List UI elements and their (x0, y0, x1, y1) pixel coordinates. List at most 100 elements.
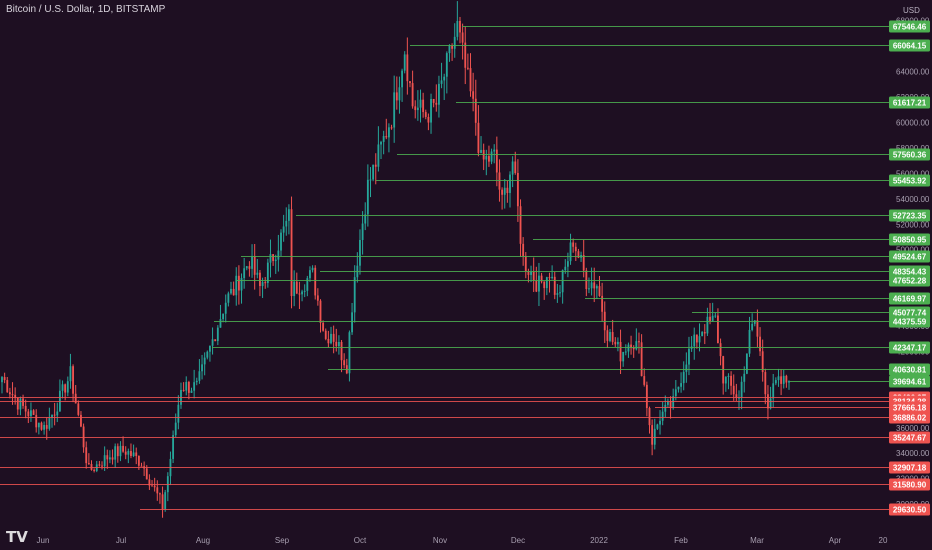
y-tick-label: 64000.00 (896, 68, 930, 77)
candle-body (369, 179, 372, 181)
candle-body (398, 87, 401, 101)
candle-body (116, 446, 119, 457)
support-level-label: 55453.92 (893, 177, 927, 186)
candle-body (290, 209, 293, 297)
candle-body (703, 332, 706, 334)
candle-body (461, 32, 464, 43)
candle-body (159, 493, 161, 495)
candle-body (280, 232, 282, 251)
candle-body (298, 293, 301, 295)
x-tick-label: Dec (511, 536, 525, 545)
candle-body (730, 375, 733, 386)
support-level-label-bg (889, 96, 930, 109)
support-level-label: 39694.61 (893, 378, 927, 387)
candle-body (719, 343, 722, 357)
candle-body (19, 398, 22, 410)
candle-body (743, 373, 746, 382)
x-tick-label: 2022 (590, 536, 608, 545)
candle-body (493, 149, 496, 152)
candle-body (43, 425, 46, 430)
candle-body (264, 282, 267, 284)
candle-body (753, 320, 756, 324)
candle-body (564, 266, 567, 271)
candle-body (774, 380, 777, 384)
candle-body (780, 376, 783, 384)
candle-body (469, 68, 472, 92)
candle-body (438, 83, 440, 105)
candle-body (203, 357, 206, 365)
candle-body (77, 403, 80, 415)
candle-body (514, 161, 517, 174)
candle-body (538, 275, 540, 292)
candle-body (711, 315, 714, 321)
candle-body (314, 267, 317, 296)
candle-body (319, 300, 322, 323)
candle-body (177, 404, 180, 423)
resistance-level-label: 29630.50 (893, 506, 927, 515)
candle-body (348, 332, 351, 374)
candle-body (240, 278, 243, 291)
candle-body (66, 381, 69, 393)
candle-body (653, 428, 656, 445)
candle-body (432, 98, 435, 103)
candle-body (698, 336, 701, 343)
candle-body (53, 414, 56, 416)
candle-body (627, 344, 630, 352)
candle-body (232, 288, 235, 296)
candle-body (751, 323, 754, 330)
candle-body (87, 463, 90, 465)
candle-body (103, 455, 106, 467)
candle-body (316, 295, 319, 301)
candle-body (614, 341, 617, 345)
candle-body (569, 242, 572, 262)
candle-body (495, 149, 498, 173)
candle-body (387, 127, 390, 138)
candle-body (309, 270, 311, 279)
candle-body (672, 396, 675, 409)
candle-body (732, 385, 735, 395)
support-level-label-bg (889, 39, 930, 52)
x-tick-label: Aug (196, 536, 210, 545)
candle-body (27, 411, 30, 417)
candle-body (132, 452, 135, 456)
resistance-level-label: 31580.90 (893, 481, 927, 490)
support-level-label-bg (889, 274, 930, 287)
support-level-label-bg (889, 209, 930, 222)
candle-body (230, 288, 232, 294)
candle-body (156, 487, 159, 494)
candle-body (782, 375, 785, 384)
candle-body (667, 401, 669, 405)
resistance-level-label-bg (889, 411, 930, 424)
candle-body (606, 330, 609, 341)
candle-body (777, 376, 780, 381)
candle-body (108, 457, 111, 460)
candle-body (490, 151, 493, 162)
candle-body (409, 81, 411, 84)
candle-body (693, 334, 696, 347)
candle-body (332, 333, 335, 342)
resistance-level-label: 37666.18 (893, 404, 927, 413)
candle-body (330, 333, 332, 344)
x-tick-label: Oct (354, 536, 367, 545)
candle-body (37, 422, 40, 428)
candle-body (8, 392, 11, 395)
candle-body (227, 293, 230, 303)
candle-body (22, 398, 24, 406)
candle-body (172, 435, 175, 459)
support-level-label: 45077.74 (893, 309, 927, 318)
candle-body (727, 375, 730, 377)
candle-body (282, 226, 285, 233)
candle-body (688, 348, 690, 365)
candle-body (411, 83, 414, 107)
candle-body (359, 239, 361, 266)
candle-body (540, 275, 543, 282)
candle-body (274, 259, 277, 261)
candle-body (40, 422, 43, 430)
candle-body (390, 127, 393, 129)
candle-body (403, 54, 406, 71)
candle-body (248, 266, 251, 269)
candle-body (714, 315, 717, 317)
candle-body (509, 174, 511, 193)
candle-body (206, 351, 209, 358)
